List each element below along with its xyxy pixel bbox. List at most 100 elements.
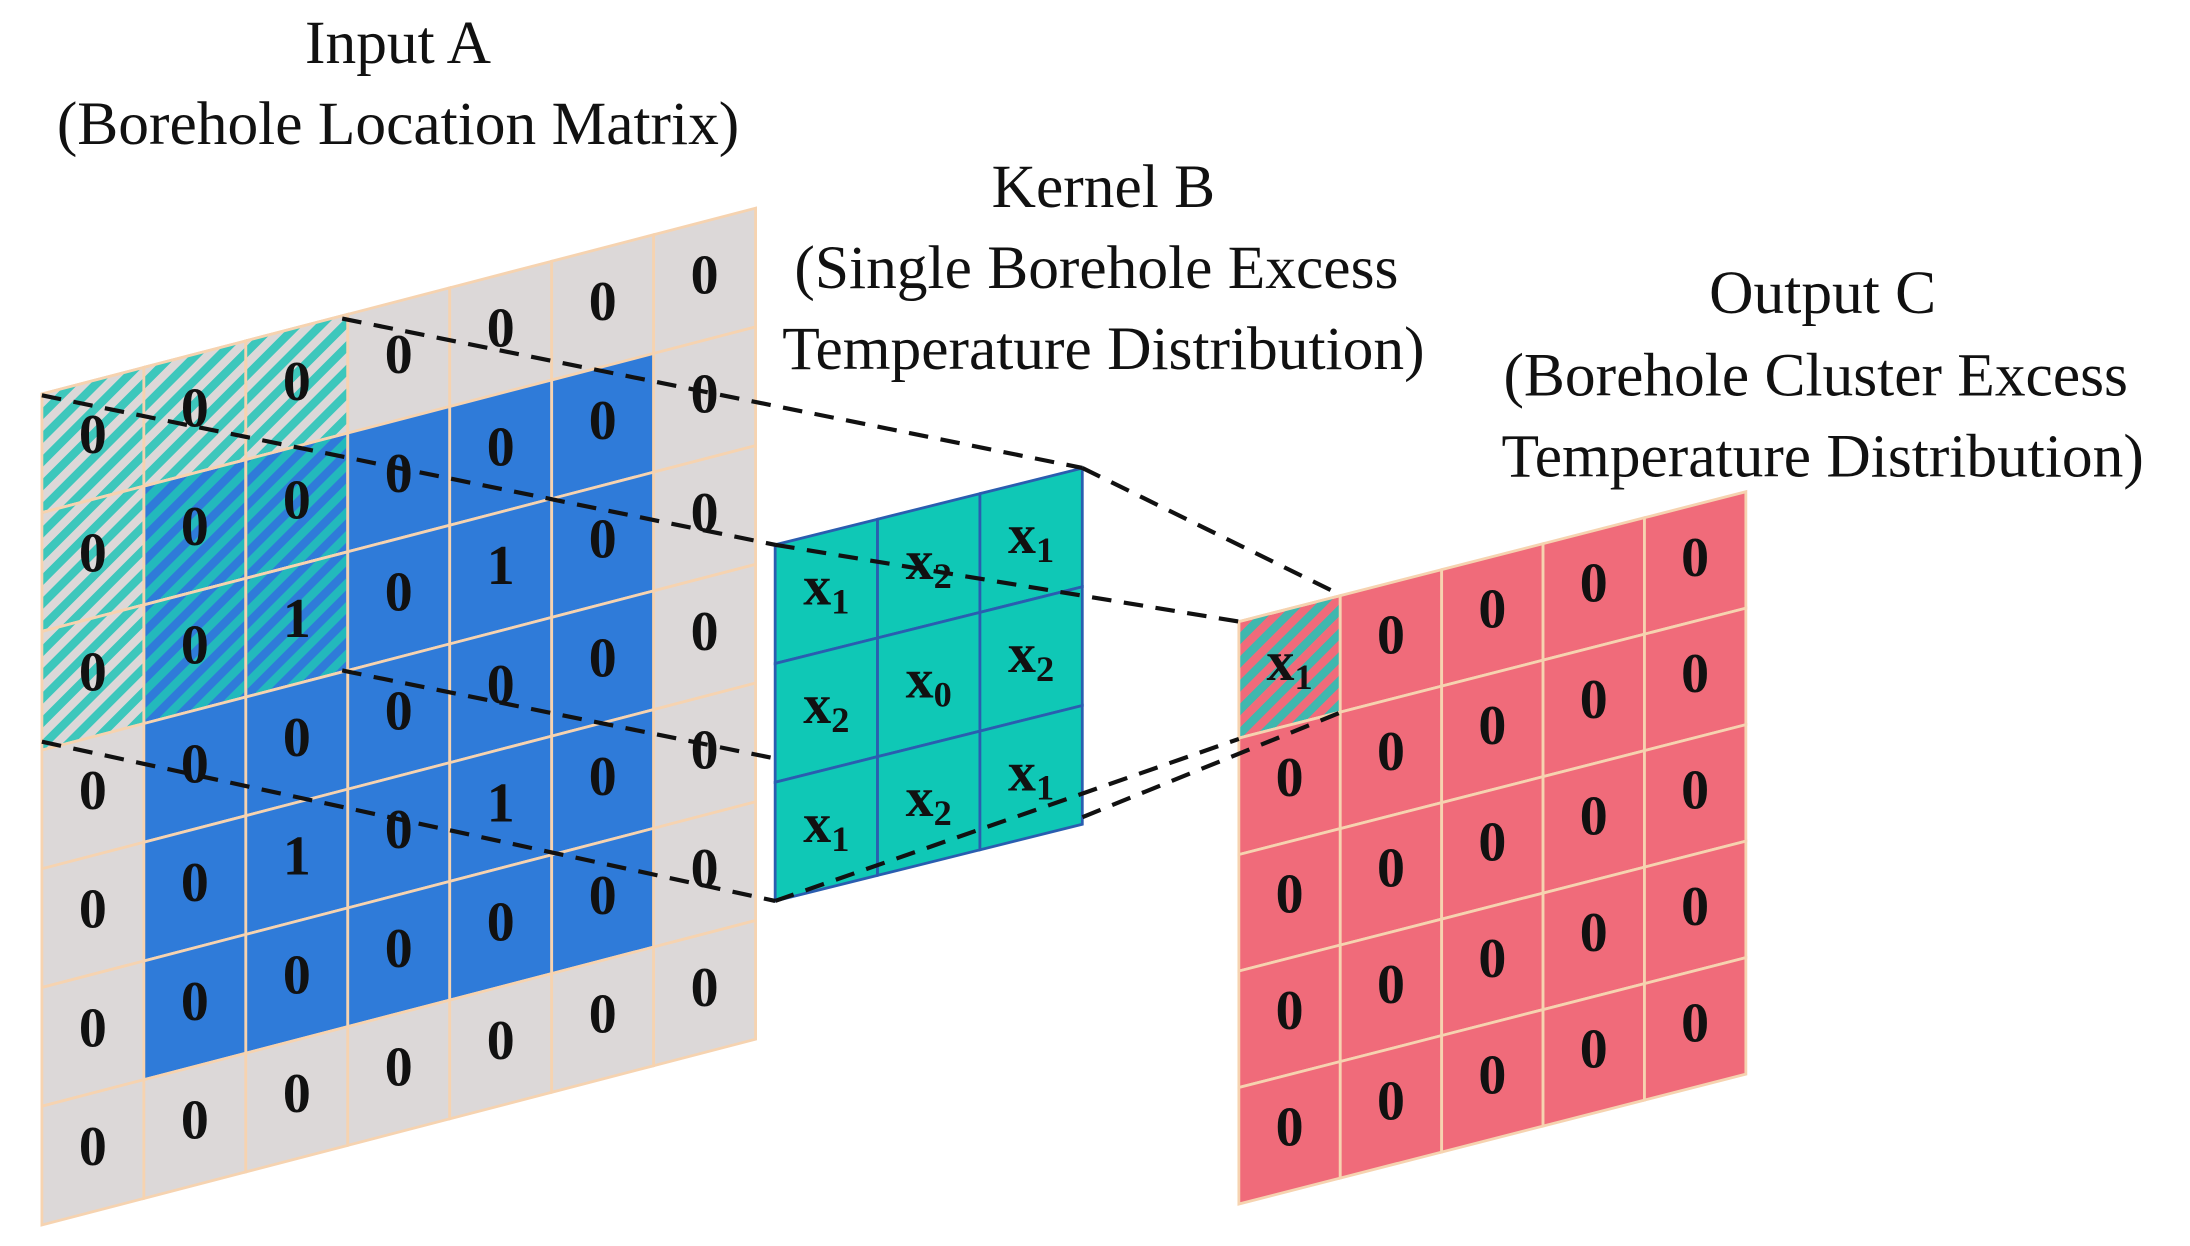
cell-label: 0 [1681,643,1709,705]
connector [41,393,776,547]
cell-label-sub: 1 [831,819,849,859]
cell-label-sub: 2 [831,700,849,740]
connector [774,736,1240,903]
cell-label: 0 [1276,864,1304,926]
cell [978,703,1084,852]
cell-label: 0 [1478,1045,1506,1107]
cell-label: 0 [79,641,107,703]
cell-label: x0 [906,648,952,714]
cell-label-base: x [803,793,831,855]
cell-label-base: x [1008,623,1036,685]
input-subtitle: (Borehole Location Matrix) [57,90,739,158]
kernel-subtitle: (Single Borehole Excess [794,234,1398,302]
cell-label: 0 [589,627,617,689]
cell-label: 0 [1580,902,1608,964]
cell-label: 0 [79,404,107,466]
cell-label: 0 [385,562,413,624]
cell-label-sub: 1 [1036,531,1054,571]
cell-label-sub: 2 [934,556,952,596]
cell-label: 0 [181,733,209,795]
cell-label: 0 [1580,669,1608,731]
cell-label-sub: 1 [831,582,849,622]
cell-label-sub: 1 [1036,768,1054,808]
cell-label: 0 [1478,812,1506,874]
cell-label: 0 [1681,993,1709,1055]
kernel-subtitle: Temperature Distribution) [782,315,1424,383]
cell-label: x2 [906,530,952,596]
cell-label-base: x [906,767,934,829]
cell-label: 0 [181,852,209,914]
cell-label: 0 [385,1037,413,1099]
cell [1643,955,1748,1102]
cell-label: 0 [1681,527,1709,589]
output-title: Output C [1709,259,1936,327]
cell-label: 0 [1580,553,1608,615]
cell-label-base: x [803,674,831,736]
cell-label: 0 [181,1090,209,1152]
cell-label: 0 [385,799,413,861]
cell-label-base: x [1008,504,1036,566]
cell-label: 1 [487,535,515,597]
cell-label: 1 [487,773,515,835]
cell-label: 0 [385,324,413,386]
cell-label-base: x [906,530,934,592]
cell-label: x1 [1267,631,1313,697]
cell-label: 0 [1377,721,1405,783]
cell-label: 0 [691,719,719,781]
cell-label: 0 [1478,579,1506,641]
cell-label: 0 [1681,760,1709,822]
cell-label: 0 [283,351,311,413]
cell-label: x2 [906,767,952,833]
cell-label: 0 [283,469,311,531]
cell-label: 0 [1276,1097,1304,1159]
input-title: Input A [305,9,491,77]
cell-label: 0 [1276,980,1304,1042]
cell-label-sub: 0 [934,675,952,715]
cell-label: x1 [1008,504,1054,570]
cell-label-base: x [1008,741,1036,803]
cell-label-sub: 2 [1036,649,1054,689]
cell-label-base: x [1267,631,1295,693]
cell-label-base: x [906,648,934,710]
cell-label: 0 [589,271,617,333]
cell-label: 0 [283,944,311,1006]
cell-label: 0 [79,997,107,1059]
cell-label: 0 [1478,695,1506,757]
cell-label: 0 [487,1010,515,1072]
cell-label: 0 [691,482,719,544]
cell-label: x2 [803,674,849,740]
cell-label: 0 [385,443,413,505]
cell-label: x1 [803,555,849,621]
cell-label: 0 [589,983,617,1045]
cell-label: 0 [181,496,209,558]
cell-label: 0 [1377,605,1405,667]
cell-label: 0 [589,390,617,452]
cell-label: 0 [385,918,413,980]
connector [774,542,1240,624]
output-subtitle: (Borehole Cluster Excess [1503,341,2127,409]
connector [1081,466,1342,597]
cell-label: x2 [1008,623,1054,689]
connector [341,668,776,761]
cell-label: 0 [691,245,719,307]
cell-label: 0 [691,838,719,900]
kernel-title: Kernel B [992,153,1216,221]
dashed-connectors [41,316,1342,903]
cell-label: 0 [487,416,515,478]
cell-label: 1 [283,826,311,888]
output-subtitle: Temperature Distribution) [1502,422,2144,490]
cell-label: 0 [283,707,311,769]
cell-label: 1 [283,588,311,650]
cell-label: 0 [385,680,413,742]
cell-label: 0 [79,523,107,585]
cell-label: x1 [803,793,849,859]
cell-label: 0 [691,601,719,663]
cell-label: 0 [487,891,515,953]
connector [341,316,1083,471]
cell-label: 0 [1580,1019,1608,1081]
cell-label: 0 [79,1116,107,1178]
cell-label: 0 [79,879,107,941]
cell-label: 0 [1681,876,1709,938]
cell-label: 0 [1276,747,1304,809]
